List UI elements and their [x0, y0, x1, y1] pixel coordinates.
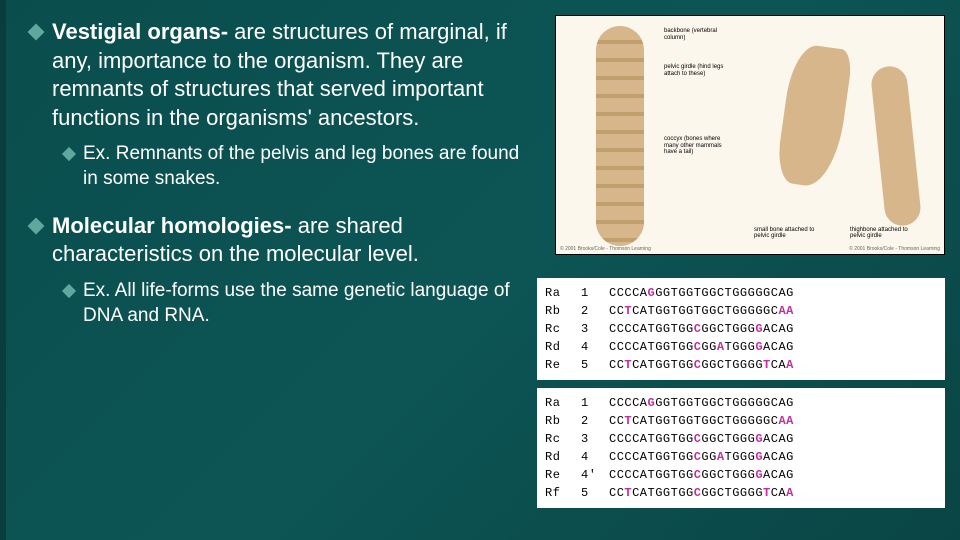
sequence-row: Ra1CCCCAGGGTGGTGGCTGGGGGCAG — [545, 284, 937, 302]
seq-num: 3 — [581, 430, 609, 448]
pelvis-bone — [775, 43, 854, 190]
seq-chain: CCTCATGGTGGCGGCTGGGGTCAA — [609, 356, 794, 374]
seq-num: 1 — [581, 394, 609, 412]
bullet-bold: Vestigial organs- — [52, 19, 228, 44]
sequence-row: Rd4CCCCATGGTGGCGGATGGGGACAG — [545, 338, 937, 356]
sequence-row: Rf5CCTCATGGTGGCGGCTGGGGTCAA — [545, 484, 937, 502]
sub-bullet-vestigial-ex: Ex. Remnants of the pelvis and leg bones… — [64, 142, 520, 191]
sequence-row: Rc3CCCCATGGTGGCGGCTGGGGACAG — [545, 430, 937, 448]
seq-chain: CCTCATGGTGGTGGCTGGGGGCAA — [609, 412, 794, 430]
bullet-bold: Molecular homologies- — [52, 213, 292, 238]
seq-num: 3 — [581, 320, 609, 338]
sub-bullet-bold: Ex. — [83, 143, 110, 164]
sub-bullet-rest: Remnants of the pelvis and leg bones are… — [83, 143, 519, 189]
diamond-icon — [62, 284, 76, 298]
sequence-row: Re5CCTCATGGTGGCGGCTGGGGTCAA — [545, 356, 937, 374]
sub-bullet-text: Ex. All life-forms use the same genetic … — [83, 279, 520, 328]
left-accent-bar — [0, 0, 6, 540]
sub-bullet-molecular-ex: Ex. All life-forms use the same genetic … — [64, 279, 520, 328]
diamond-icon — [28, 217, 45, 234]
sequence-row: Ra1CCCCAGGGTGGTGGCTGGGGGCAG — [545, 394, 937, 412]
seq-label: Ra — [545, 394, 581, 412]
sequence-block-2: Ra1CCCCAGGGTGGTGGCTGGGGGCAGRb2CCTCATGGTG… — [537, 388, 945, 508]
seq-label: Rd — [545, 338, 581, 356]
seq-num: 1 — [581, 284, 609, 302]
copyright-text: © 2001 Brooks/Cole - Thomson Learning — [560, 246, 651, 252]
sequence-row: Rb2CCTCATGGTGGTGGCTGGGGGCAA — [545, 412, 937, 430]
seq-label: Re — [545, 466, 581, 484]
bullet-text: Vestigial organs- are structures of marg… — [52, 18, 520, 132]
anatomy-label: coccyx (bones where many other mammals h… — [664, 136, 734, 156]
seq-chain: CCCCATGGTGGCGGATGGGGACAG — [609, 448, 794, 466]
seq-label: Ra — [545, 284, 581, 302]
seq-chain: CCTCATGGTGGCGGCTGGGGTCAA — [609, 484, 794, 502]
text-content: Vestigial organs- are structures of marg… — [30, 18, 520, 348]
anatomy-label: pelvic girdle (hind legs attach to these… — [664, 64, 734, 77]
anatomy-label: backbone (vertebral column) — [664, 28, 734, 41]
diamond-icon — [28, 24, 45, 41]
sub-bullet-bold: Ex. — [83, 280, 110, 301]
spine-illustration — [596, 26, 644, 246]
seq-chain: CCCCATGGTGGCGGCTGGGGACAG — [609, 430, 794, 448]
seq-label: Rf — [545, 484, 581, 502]
seq-chain: CCCCATGGTGGCGGCTGGGGACAG — [609, 320, 794, 338]
sequence-row: Re4'CCCCATGGTGGCGGCTGGGGACAG — [545, 466, 937, 484]
seq-label: Rc — [545, 320, 581, 338]
sequence-row: Rb2CCTCATGGTGGTGGCTGGGGGCAA — [545, 302, 937, 320]
seq-label: Rb — [545, 302, 581, 320]
copyright-text: © 2001 Brooks/Cole - Thomson Learning — [849, 246, 940, 252]
anatomy-label: small bone attached to pelvic girdle — [754, 227, 824, 240]
sequence-block-1: Ra1CCCCAGGGTGGTGGCTGGGGGCAGRb2CCTCATGGTG… — [537, 278, 945, 380]
anatomy-label: thighbone attached to pelvic girdle — [850, 227, 920, 240]
seq-chain: CCCCATGGTGGCGGCTGGGGACAG — [609, 466, 794, 484]
seq-num: 4 — [581, 338, 609, 356]
pelvis-illustration — [784, 46, 914, 226]
seq-chain: CCTCATGGTGGTGGCTGGGGGCAA — [609, 302, 794, 320]
seq-num: 5 — [581, 356, 609, 374]
seq-label: Rb — [545, 412, 581, 430]
seq-label: Re — [545, 356, 581, 374]
bullet-text: Molecular homologies- are shared charact… — [52, 212, 520, 269]
seq-num: 4' — [581, 466, 609, 484]
bullet-vestigial: Vestigial organs- are structures of marg… — [30, 18, 520, 132]
seq-num: 5 — [581, 484, 609, 502]
seq-chain: CCCCATGGTGGCGGATGGGGACAG — [609, 338, 794, 356]
sequence-row: Rd4CCCCATGGTGGCGGATGGGGACAG — [545, 448, 937, 466]
sub-bullet-text: Ex. Remnants of the pelvis and leg bones… — [83, 142, 520, 191]
seq-chain: CCCCAGGGTGGTGGCTGGGGGCAG — [609, 394, 794, 412]
diamond-icon — [62, 147, 76, 161]
sequence-row: Rc3CCCCATGGTGGCGGCTGGGGACAG — [545, 320, 937, 338]
anatomy-image: backbone (vertebral column) pelvic girdl… — [555, 15, 945, 255]
seq-label: Rd — [545, 448, 581, 466]
bullet-molecular: Molecular homologies- are shared charact… — [30, 212, 520, 269]
seq-num: 4 — [581, 448, 609, 466]
seq-label: Rc — [545, 430, 581, 448]
seq-chain: CCCCAGGGTGGTGGCTGGGGGCAG — [609, 284, 794, 302]
seq-num: 2 — [581, 302, 609, 320]
femur-bone — [870, 65, 923, 228]
seq-num: 2 — [581, 412, 609, 430]
sub-bullet-rest: All life-forms use the same genetic lang… — [83, 280, 510, 326]
